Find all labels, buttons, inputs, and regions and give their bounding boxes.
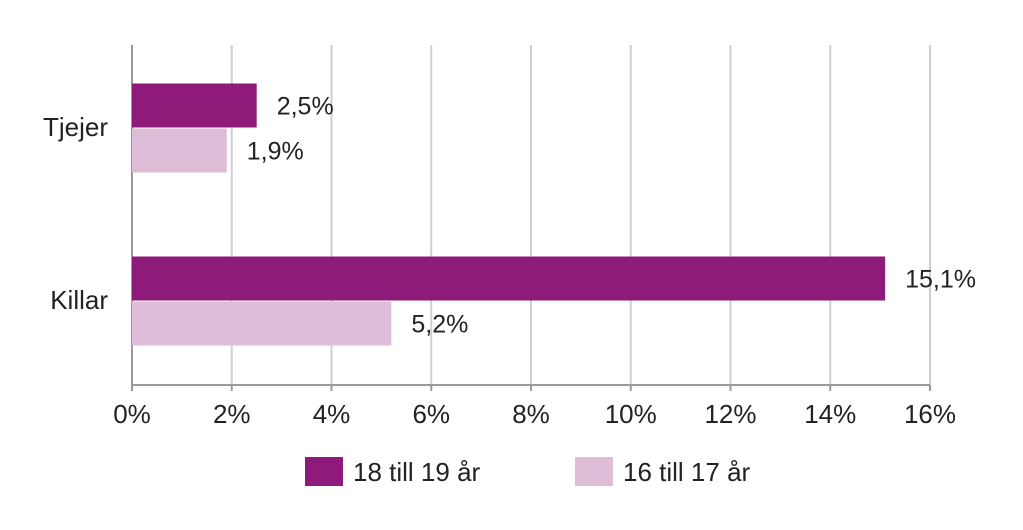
legend-label: 16 till 17 år bbox=[623, 457, 751, 487]
x-tick-label: 16% bbox=[904, 399, 956, 429]
x-axis-ticks: 0% 2% 4% 6% 8% 10% 12% 14% 16% bbox=[113, 399, 956, 429]
data-labels: 2,5% 1,9% 15,1% 5,2% bbox=[247, 93, 976, 339]
category-labels: Tjejer Killar bbox=[43, 112, 108, 315]
x-tick-label: 4% bbox=[313, 399, 351, 429]
x-tick-label: 8% bbox=[512, 399, 550, 429]
x-tick-label: 2% bbox=[213, 399, 251, 429]
bars bbox=[132, 83, 886, 346]
x-tick-label: 12% bbox=[704, 399, 756, 429]
data-label: 2,5% bbox=[277, 93, 334, 121]
bar bbox=[132, 83, 257, 128]
bar bbox=[132, 256, 886, 301]
bar bbox=[132, 128, 227, 173]
data-label: 15,1% bbox=[905, 266, 976, 294]
x-tick-label: 10% bbox=[605, 399, 657, 429]
legend-swatch bbox=[305, 457, 343, 486]
legend-swatch bbox=[575, 457, 613, 486]
bar bbox=[132, 301, 392, 346]
data-label: 1,9% bbox=[247, 138, 304, 166]
category-label: Tjejer bbox=[43, 112, 108, 142]
data-label: 5,2% bbox=[411, 311, 468, 339]
x-tick-label: 0% bbox=[113, 399, 151, 429]
x-tick-label: 6% bbox=[412, 399, 450, 429]
category-label: Killar bbox=[50, 285, 108, 315]
x-tick-label: 14% bbox=[804, 399, 856, 429]
legend: 18 till 19 år 16 till 17 år bbox=[305, 457, 751, 487]
legend-label: 18 till 19 år bbox=[353, 457, 481, 487]
